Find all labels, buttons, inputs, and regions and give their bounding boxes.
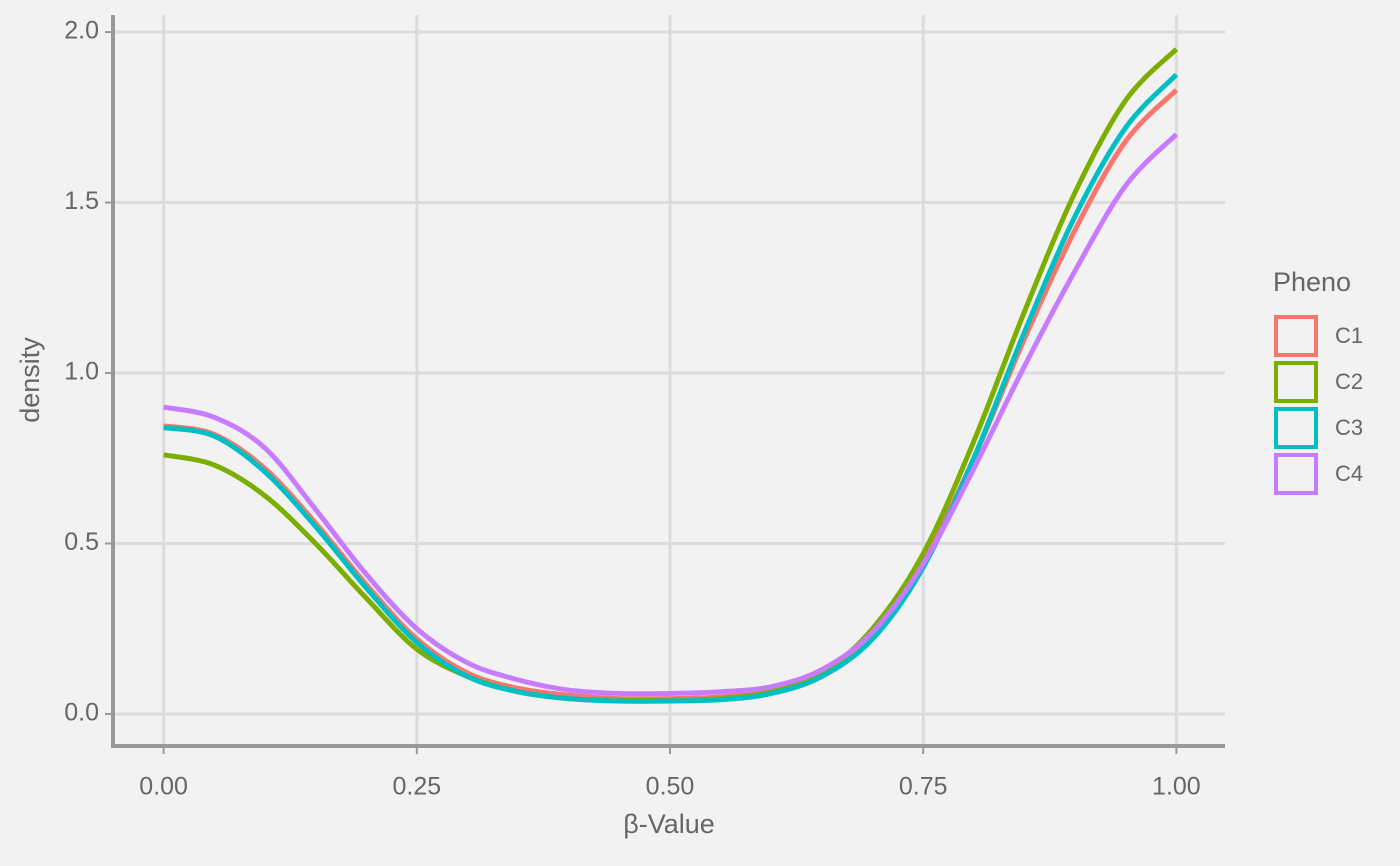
density-line xyxy=(163,72,1179,704)
legend-key xyxy=(1274,361,1318,403)
grid xyxy=(113,15,1225,746)
lines xyxy=(163,47,1179,704)
legend-label: C3 xyxy=(1335,415,1363,440)
y-tick-label: 0.0 xyxy=(64,699,99,727)
legend-key xyxy=(1274,407,1318,449)
y-tick-label: 0.5 xyxy=(64,528,99,556)
x-tick-label: 0.25 xyxy=(392,773,441,801)
legend-title: Pheno xyxy=(1273,267,1351,297)
y-tick-label: 2.0 xyxy=(64,17,99,45)
x-tick-label: 1.00 xyxy=(1152,773,1201,801)
x-tick-label: 0.50 xyxy=(646,773,695,801)
legend-label: C4 xyxy=(1335,461,1363,486)
x-tick-label: 0.75 xyxy=(899,773,948,801)
legend-label: C2 xyxy=(1335,369,1363,394)
legend-key xyxy=(1274,315,1318,357)
legend: C1 C2 C3 C4 xyxy=(1274,315,1363,495)
y-tick-label: 1.0 xyxy=(64,358,99,386)
y-tick-label: 1.5 xyxy=(64,187,99,215)
axes: 0.00 0.25 0.50 0.75 1.00 0.0 0.5 1.0 1.5 2.0 xyxy=(64,17,1200,801)
density-line xyxy=(163,132,1179,697)
legend-label: C1 xyxy=(1335,323,1363,348)
y-axis-title: density xyxy=(15,337,45,423)
x-axis-title: β-Value xyxy=(623,809,715,839)
x-tick-label: 0.00 xyxy=(139,773,188,801)
legend-key xyxy=(1274,453,1318,495)
